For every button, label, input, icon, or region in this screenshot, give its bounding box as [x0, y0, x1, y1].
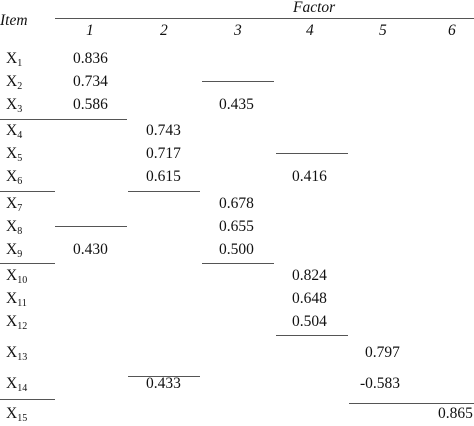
loading-value: 0.717: [146, 145, 181, 162]
loading-value: 0.648: [292, 290, 327, 307]
loading-value: 0.500: [219, 241, 254, 258]
loading-value: 0.797: [365, 344, 400, 361]
factor-number-3: 3: [234, 22, 242, 39]
loading-value: 0.435: [219, 96, 254, 113]
loading-value: 0.655: [219, 218, 254, 235]
loading-value: 0.615: [146, 168, 181, 185]
loading-value: 0.743: [146, 122, 181, 139]
loading-value: 0.586: [73, 96, 108, 113]
factor-header-rule: [55, 18, 474, 19]
factor-header: Factor: [293, 0, 336, 16]
table-rule: [276, 335, 348, 336]
table-rule: [0, 263, 55, 264]
item-label: X14: [6, 375, 28, 394]
table-rule: [55, 226, 127, 227]
loading-value: 0.824: [292, 267, 327, 284]
item-header: Item: [0, 12, 28, 29]
loading-value: 0.836: [73, 50, 108, 67]
item-label: X15: [6, 405, 28, 424]
item-label: X4: [6, 122, 23, 141]
item-label: X2: [6, 73, 23, 92]
item-label: X1: [6, 50, 23, 69]
item-label: X5: [6, 145, 23, 164]
item-label: X8: [6, 218, 23, 237]
table-rule: [55, 119, 127, 120]
table-rule: [276, 153, 348, 154]
loading-value: 0.865: [438, 405, 473, 422]
table-rule: [0, 191, 55, 192]
factor-number-1: 1: [86, 22, 94, 39]
factor-number-5: 5: [379, 22, 387, 39]
table-rule: [202, 81, 274, 82]
factor-number-6: 6: [448, 22, 456, 39]
item-label: X6: [6, 168, 23, 187]
loading-value: 0.734: [73, 73, 108, 90]
table-rule: [0, 119, 55, 120]
item-label: X10: [6, 267, 28, 286]
item-label: X12: [6, 313, 28, 332]
item-label: X11: [6, 290, 27, 309]
item-label: X3: [6, 96, 23, 115]
loading-value: 0.678: [219, 195, 254, 212]
factor-number-4: 4: [306, 22, 314, 39]
table-rule: [0, 399, 55, 400]
loading-value: 0.430: [73, 241, 108, 258]
factor-number-2: 2: [160, 22, 168, 39]
loading-value: -0.583: [360, 375, 401, 392]
item-label: X7: [6, 195, 23, 214]
item-label: X9: [6, 241, 23, 260]
table-rule: [349, 403, 474, 404]
loading-value: 0.416: [292, 168, 327, 185]
table-rule: [128, 191, 200, 192]
table-rule: [202, 263, 274, 264]
loading-value: 0.504: [292, 313, 327, 330]
table-rule: [128, 376, 200, 377]
item-label: X13: [6, 344, 28, 363]
loading-value: 0.433: [146, 375, 181, 392]
